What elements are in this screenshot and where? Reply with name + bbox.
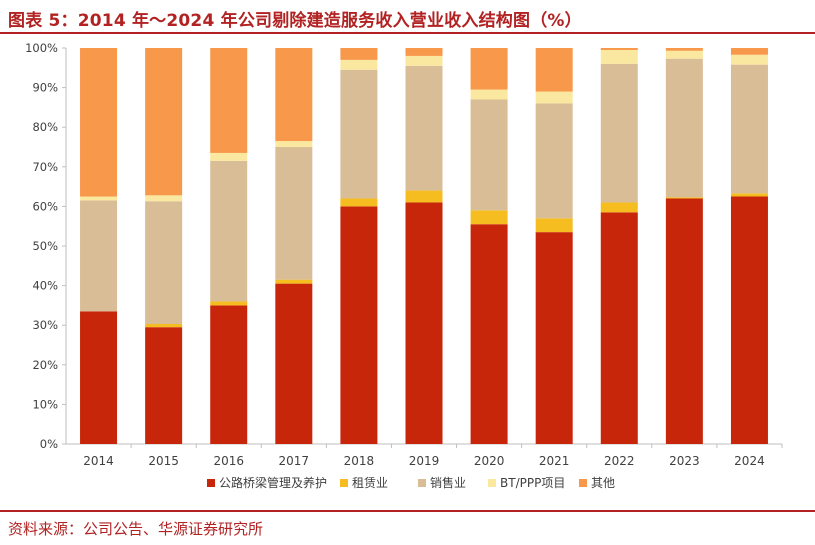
y-tick-label: 50% <box>32 239 58 253</box>
bar-segment <box>535 91 573 104</box>
bar-segment <box>665 197 703 199</box>
x-tick-label: 2019 <box>409 454 440 468</box>
bar-segment <box>470 48 508 90</box>
bar-segment <box>405 55 443 66</box>
stacked-bar-chart: 0% 10% 20% 30% 40% 50% 60% 70% 80% 90% 100% 2014 201… <box>25 41 783 490</box>
bar-segment <box>210 152 248 161</box>
bar-segment <box>145 324 183 328</box>
bar-segment <box>405 190 443 203</box>
bar-segment <box>145 327 183 444</box>
x-tick-label: 2021 <box>539 454 570 468</box>
legend-swatch <box>488 479 496 487</box>
x-tick-label: 2023 <box>669 454 700 468</box>
source-divider <box>0 510 815 512</box>
legend-label: BT/PPP项目 <box>500 476 565 490</box>
bar-segment <box>210 48 248 153</box>
bar-segment <box>275 147 313 280</box>
y-tick-label: 70% <box>32 160 58 174</box>
x-tick-label: 2016 <box>213 454 244 468</box>
bar-segment <box>730 193 768 197</box>
bar-segment <box>340 48 378 60</box>
legend-label: 租赁业 <box>352 476 388 490</box>
legend-swatch <box>207 479 215 487</box>
bar-segment <box>405 65 443 191</box>
bar-segment <box>80 48 118 197</box>
legend-label: 公路桥梁管理及养护 <box>219 475 327 490</box>
legend-swatch <box>579 479 587 487</box>
bar-segment <box>730 196 768 444</box>
legend-label: 销售业 <box>430 475 466 490</box>
bar-segment <box>535 232 573 444</box>
y-tick-label: 20% <box>32 358 58 372</box>
x-tick-label: 2020 <box>474 454 505 468</box>
y-tick-label: 40% <box>32 279 58 293</box>
bar-segment <box>600 212 638 444</box>
bar-segment <box>80 196 118 201</box>
y-tick-label: 30% <box>32 318 58 332</box>
x-tick-label: 2017 <box>279 454 310 468</box>
bar-segment <box>340 59 378 70</box>
bar-segment <box>275 279 313 284</box>
y-tick-label: 60% <box>32 199 58 213</box>
bar-segment <box>80 200 118 312</box>
bar-segment <box>80 311 118 444</box>
bar-segment <box>535 103 573 219</box>
x-tick-label: 2014 <box>83 454 114 468</box>
bar-segment <box>340 206 378 444</box>
bar-segment <box>535 48 573 92</box>
bar-segment <box>470 210 508 225</box>
x-tick-label: 2024 <box>734 454 765 468</box>
bar-segment <box>340 69 378 199</box>
bar-segment <box>730 64 768 194</box>
bar-segment <box>405 202 443 444</box>
bar-segment <box>275 141 313 147</box>
y-tick-label: 90% <box>32 81 58 95</box>
bar-segment <box>145 48 183 196</box>
bar-segment <box>210 305 248 444</box>
bar-segment <box>730 54 768 65</box>
bar-segment <box>145 201 183 325</box>
bar-segment <box>600 202 638 213</box>
bar-segment <box>275 283 313 444</box>
bar-segment <box>275 48 313 142</box>
bar-segment <box>210 160 248 302</box>
bar-segment <box>535 218 573 233</box>
bar-segment <box>600 49 638 64</box>
bar-segment <box>665 198 703 444</box>
bar-segment <box>665 48 703 51</box>
bar-segment <box>145 195 183 202</box>
bar-segment <box>470 99 508 211</box>
x-tick-label: 2015 <box>148 454 179 468</box>
bar-segment <box>600 48 638 50</box>
bar-segment <box>340 198 378 207</box>
bar-segment <box>470 224 508 444</box>
title-divider <box>0 32 815 34</box>
source-note: 资料来源：公司公告、华源证券研究所 <box>8 520 264 538</box>
y-tick-label: 0% <box>40 437 58 451</box>
bar-segment <box>600 63 638 203</box>
bar-segment <box>730 48 768 55</box>
legend-label: 其他 <box>591 476 615 490</box>
bar-segment <box>405 48 443 56</box>
y-tick-label: 80% <box>32 120 58 134</box>
legend-swatch <box>340 479 348 487</box>
legend-swatch <box>418 479 426 487</box>
bar-segment <box>470 89 508 100</box>
chart-title: 图表 5：2014 年～2024 年公司剔除建造服务收入营业收入结构图（%） <box>8 11 582 31</box>
x-tick-label: 2022 <box>604 454 635 468</box>
bar-segment <box>665 50 703 59</box>
bar-segment <box>665 58 703 198</box>
bar-segment <box>210 301 248 306</box>
x-tick-label: 2018 <box>344 454 375 468</box>
y-tick-label: 100% <box>25 41 58 55</box>
y-tick-label: 10% <box>32 397 58 411</box>
